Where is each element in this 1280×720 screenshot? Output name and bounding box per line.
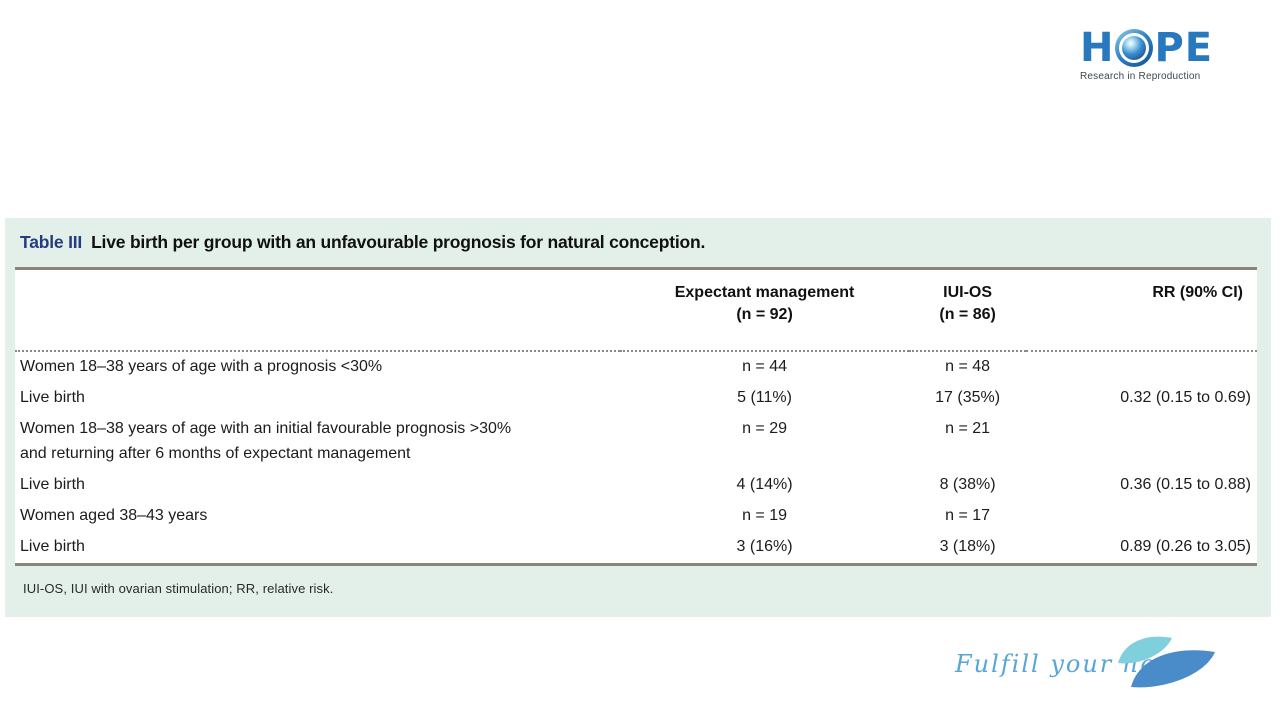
row-label: Live birth (20, 389, 85, 406)
row-iui-value: n = 17 (945, 507, 991, 524)
row-label: Live birth (20, 476, 85, 493)
row-rr-value: 0.32 (0.15 to 0.69) (1120, 389, 1251, 406)
row-label: Women 18–38 years of age with a prognosi… (20, 358, 383, 375)
row-em-value: 3 (16%) (736, 538, 793, 555)
leaves-icon (1118, 636, 1215, 688)
row-rr-value (1026, 501, 1257, 532)
table-caption: Live birth per group with an unfavourabl… (91, 232, 706, 252)
row-em-value: n = 29 (742, 420, 788, 437)
row-em-value: n = 44 (742, 358, 788, 375)
table-row: Live birth 3 (16%) 3 (18%) 0.89 (0.26 to… (15, 532, 1257, 565)
table-row: Live birth 5 (11%) 17 (35%) 0.32 (0.15 t… (15, 383, 1257, 414)
row-iui-value: 8 (38%) (939, 476, 996, 493)
row-iui-value: n = 21 (945, 420, 991, 437)
table-row: Women 18–38 years of age with an initial… (15, 414, 1257, 470)
header-expectant-management: Expectant management (n = 92) (619, 268, 910, 352)
header-row: Expectant management (n = 92) IUI-OS (n … (15, 268, 1257, 352)
row-em-value: 5 (11%) (737, 389, 792, 406)
eye-icon (1115, 29, 1154, 67)
hope-logo-wordmark: H PE (1080, 25, 1212, 71)
row-iui-value: 3 (18%) (939, 538, 996, 555)
hope-logo-letters-pe: PE (1154, 25, 1214, 71)
header-rr-ci: RR (90% CI) (1025, 268, 1257, 352)
row-rr-value: 0.36 (0.15 to 0.88) (1120, 476, 1251, 493)
row-em-value: n = 19 (742, 507, 788, 524)
hope-logo-letter-h: H (1080, 25, 1115, 71)
table-row: Women aged 38–43 years n = 19 n = 17 (15, 501, 1257, 532)
row-rr-value (1026, 414, 1257, 470)
results-table: Expectant management (n = 92) IUI-OS (n … (15, 267, 1257, 566)
hope-logo: H PE Research in Reproduction (1080, 25, 1212, 82)
row-em-value: 4 (14%) (736, 476, 793, 493)
header-empty-cell (15, 268, 620, 352)
row-rr-value (1026, 351, 1257, 383)
row-label: Women 18–38 years of age with an initial… (20, 420, 512, 462)
eye-pupil-icon (1122, 36, 1147, 60)
table-panel: Table III Live birth per group with an un… (5, 218, 1271, 617)
hope-logo-tagline: Research in Reproduction (1080, 71, 1201, 82)
row-iui-value: 17 (35%) (935, 389, 1001, 406)
row-label: Women aged 38–43 years (20, 507, 208, 524)
row-iui-value: n = 48 (945, 358, 991, 375)
table-row: Women 18–38 years of age with a prognosi… (15, 351, 1257, 383)
table-footnote: IUI-OS, IUI with ovarian stimulation; RR… (23, 581, 334, 596)
table-number-label: Table III (20, 232, 83, 252)
leaf-light (1118, 636, 1172, 664)
row-label: Live birth (20, 538, 85, 555)
table-row: Live birth 4 (14%) 8 (38%) 0.36 (0.15 to… (15, 470, 1257, 501)
leaf-dark (1131, 650, 1215, 688)
table-title: Table III Live birth per group with an un… (15, 229, 1257, 253)
table-body: Expectant management (n = 92) IUI-OS (n … (15, 267, 1257, 566)
header-iui-os: IUI-OS (n = 86) (909, 268, 1026, 352)
row-rr-value: 0.89 (0.26 to 3.05) (1120, 538, 1251, 555)
